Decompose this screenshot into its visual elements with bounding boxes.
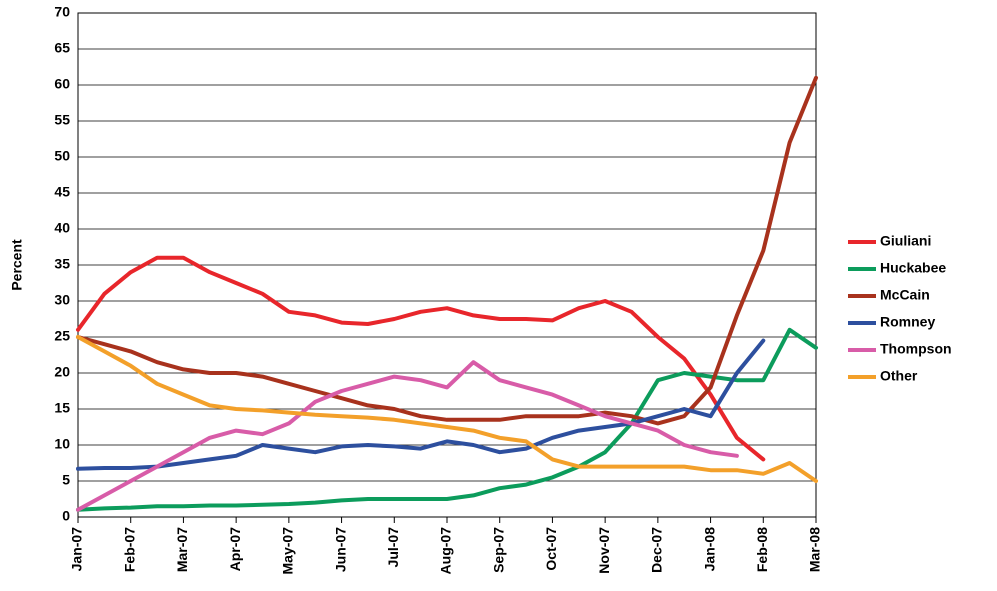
x-tick-label: Dec-07 <box>649 527 665 573</box>
y-tick-label: 70 <box>54 4 70 20</box>
y-tick-label: 15 <box>54 400 70 416</box>
x-tick-label: Jan-08 <box>701 527 717 572</box>
y-tick-label: 10 <box>54 436 70 452</box>
legend-label: Huckabee <box>880 260 946 276</box>
x-tick-label: Mar-07 <box>174 527 190 572</box>
legend-label: Other <box>880 368 918 384</box>
x-tick-label: Nov-07 <box>596 527 612 574</box>
x-tick-label: Feb-07 <box>121 527 137 572</box>
series-line <box>76 255 766 462</box>
y-tick-label: 45 <box>54 184 70 200</box>
y-tick-label: 40 <box>54 220 70 236</box>
y-tick-label: 55 <box>54 112 70 128</box>
x-tick-label: Jul-07 <box>385 527 401 568</box>
y-tick-label: 65 <box>54 40 70 56</box>
y-tick-label: 60 <box>54 76 70 92</box>
x-tick-label: Apr-07 <box>227 527 243 572</box>
legend-label: Romney <box>880 314 935 330</box>
x-tick-label: Oct-07 <box>543 527 559 571</box>
y-tick-label: 5 <box>62 472 70 488</box>
legend-label: McCain <box>880 287 930 303</box>
series-line <box>76 335 818 483</box>
x-tick-label: Feb-08 <box>754 527 770 572</box>
series-line <box>76 327 818 512</box>
y-tick-label: 30 <box>54 292 70 308</box>
y-tick-label: 25 <box>54 328 70 344</box>
series-line <box>76 338 766 471</box>
y-tick-label: 0 <box>62 508 70 524</box>
x-tick-label: Sep-07 <box>490 527 506 573</box>
x-tick-label: Mar-08 <box>807 527 823 572</box>
y-tick-label: 20 <box>54 364 70 380</box>
x-tick-label: Aug-07 <box>438 527 454 575</box>
series-line <box>76 75 818 426</box>
legend-label: Giuliani <box>880 233 931 249</box>
legend-label: Thompson <box>880 341 952 357</box>
y-tick-label: 35 <box>54 256 70 272</box>
x-tick-label: Jan-07 <box>69 527 85 572</box>
x-tick-label: May-07 <box>280 527 296 575</box>
x-tick-label: Jun-07 <box>332 527 348 572</box>
series-line <box>76 360 739 512</box>
y-tick-label: 50 <box>54 148 70 164</box>
y-axis-label: Percent <box>9 239 25 291</box>
